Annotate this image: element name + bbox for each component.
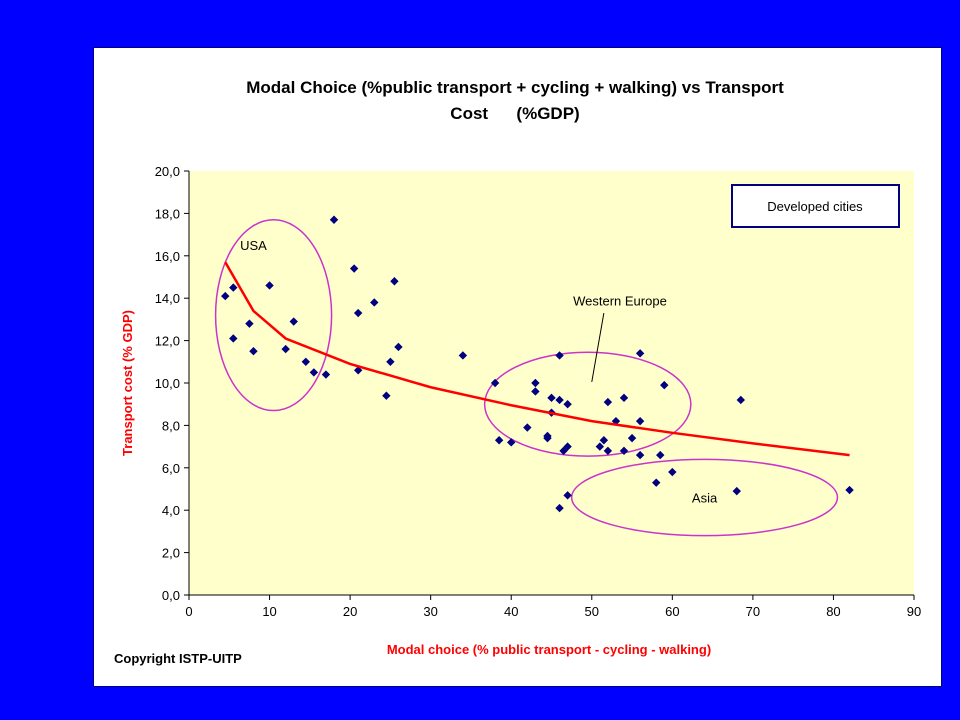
x-tick-label: 30 [423,604,437,619]
group-ellipse [570,458,839,537]
data-point [563,491,572,500]
data-point [627,433,637,443]
data-point [635,416,645,426]
data-point [490,378,500,388]
chart-title-line-2: Cost (%GDP) [450,104,579,123]
data-point [245,319,254,328]
y-axis: 0,0 2,0 4,0 6,0 8,0 10,0 12,0 14,0 16,0 18,0 20,0 [155,164,190,603]
legend-box [731,184,900,228]
data-point [221,291,230,301]
x-tick-label: 70 [746,604,760,619]
data-point [353,366,363,375]
y-tick-label: 12,0 [155,334,180,349]
data-point [229,334,238,343]
data-point [458,351,468,360]
data-point [382,391,391,400]
data-point [563,442,572,451]
data-point [603,446,613,456]
y-tick-label: 18,0 [155,206,180,221]
y-tick-label: 20,0 [155,164,180,179]
group-annotations: USA Western Europe Asia [240,238,718,505]
data-point [732,486,741,496]
x-axis-title: Modal choice (% public transport - cycli… [387,642,711,657]
legend: Developed cities [731,184,900,228]
data-point [656,450,665,460]
y-tick-label: 10,0 [155,376,180,391]
chart-frame: Modal Choice (%public transport + cyclin… [93,47,942,687]
group-ellipse [483,351,692,457]
x-tick-label: 20 [343,604,357,619]
y-tick-label: 6,0 [162,461,180,476]
data-point [531,378,540,388]
x-tick-label: 90 [907,604,921,619]
y-tick-label: 0,0 [162,588,180,603]
group-label: Western Europe [573,293,667,308]
data-point [652,478,661,487]
y-tick-label: 2,0 [162,546,180,561]
data-point [301,357,311,366]
data-point [265,281,274,290]
data-point [329,215,339,224]
data-point [229,283,238,292]
data-point [619,446,629,456]
group-label: USA [240,238,267,253]
x-tick-label: 60 [665,604,679,619]
group-ellipse [214,219,333,412]
data-point [555,351,564,360]
y-tick-label: 4,0 [162,503,180,518]
data-point [660,380,669,390]
data-point [281,344,290,354]
x-tick-label: 80 [826,604,840,619]
data-point [599,436,609,445]
data-point [555,395,564,405]
data-point [494,436,504,445]
data-point [563,400,572,409]
data-point [386,357,395,366]
western-europe-pointer [591,312,605,383]
data-point [603,397,613,407]
data-point [289,317,298,326]
chart-title-line-1: Modal Choice (%public transport + cyclin… [246,78,784,97]
y-tick-label: 16,0 [155,249,180,264]
data-point [353,308,363,318]
data-point [249,347,258,356]
y-tick-label: 14,0 [155,291,180,306]
data-point [370,298,379,307]
y-tick-label: 8,0 [162,418,180,433]
trendline [224,261,850,457]
x-axis: 0 10 20 30 40 50 60 70 80 90 [185,594,921,619]
data-point [321,370,331,379]
data-point [349,264,359,273]
data-point [390,277,399,286]
data-point [394,342,403,352]
y-axis-title: Transport cost (% GDP) [120,310,135,456]
data-point [736,395,746,405]
data-points [221,215,854,513]
plot-area [189,171,914,595]
x-tick-label: 0 [185,604,192,619]
data-point [619,393,629,403]
group-ellipses [214,219,839,537]
data-point [531,387,540,396]
data-point [547,393,556,403]
data-point [555,503,564,513]
group-label: Asia [692,490,718,505]
data-point [635,349,645,358]
data-point [635,450,645,460]
chart-canvas: Modal Choice (%public transport + cyclin… [114,78,921,666]
data-point [845,485,854,495]
data-point [668,467,677,477]
x-tick-label: 40 [504,604,518,619]
copyright-text: Copyright ISTP-UITP [114,651,242,666]
legend-label: Developed cities [767,199,863,214]
x-tick-label: 10 [262,604,276,619]
x-tick-label: 50 [585,604,599,619]
